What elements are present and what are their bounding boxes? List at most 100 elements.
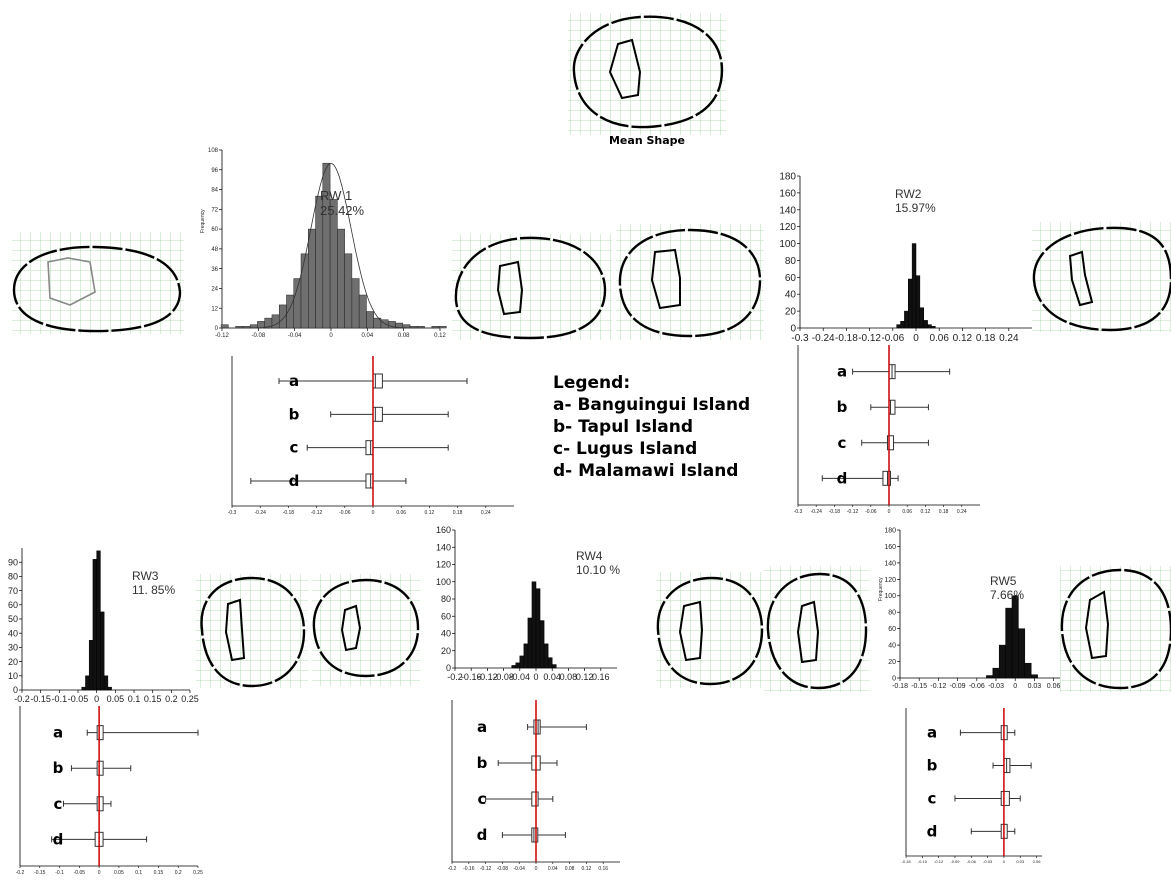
x-tick-label: 0.12 [434, 333, 446, 339]
x-tick-label: 0 [1013, 683, 1017, 690]
histogram-bar [1030, 674, 1038, 679]
boxplot-x-tick-label: 0.15 [154, 870, 164, 876]
boxplot-x-tick-label: -0.06 [339, 510, 351, 516]
boxplot-group-c: c [290, 439, 449, 457]
histogram-bar [81, 686, 86, 691]
legend-item-d: d- Malamawi Island [553, 461, 738, 481]
x-tick-label: -0.04 [288, 333, 302, 339]
y-tick-label: 0 [215, 326, 219, 332]
y-tick-label: 40 [441, 629, 451, 639]
y-tick-label: 60 [211, 227, 218, 233]
x-tick-label: 0.04 [361, 333, 373, 339]
chart-title: RW 1 [320, 188, 352, 203]
histogram-bar [107, 686, 112, 691]
chart-title: RW2 [895, 187, 922, 201]
group-label: d [477, 826, 488, 844]
boxplot-x-tick-label: 0.18 [453, 510, 463, 516]
x-tick-label: -0.04 [510, 672, 531, 682]
y-tick-label: 80 [441, 594, 451, 604]
y-tick-label: 50 [8, 614, 18, 624]
y-tick-label: 0 [13, 685, 18, 695]
iqr-box [1000, 790, 1010, 806]
boxplot-x-tick-label: -0.24 [810, 509, 822, 515]
boxplot-x-tick-label: 0.24 [957, 509, 967, 515]
boxplot-x-tick-label: -0.3 [794, 509, 803, 515]
deformation-grids [12, 222, 1171, 692]
boxplot-group-a: a [53, 724, 199, 742]
rw1-positive-shape-1 [452, 234, 612, 340]
group-label: d [289, 472, 300, 490]
boxplot-x-tick-label: 0.18 [939, 509, 949, 515]
x-tick-label: 0.15 [144, 694, 162, 704]
x-tick-label: 0.08 [398, 333, 410, 339]
histogram-bar [103, 675, 109, 691]
histogram-bar [96, 550, 101, 691]
y-tick-label: 140 [779, 205, 796, 216]
boxplot-group-d: d [821, 469, 899, 487]
histogram-bar [904, 310, 909, 329]
group-label: b [53, 759, 64, 777]
group-label: a [477, 718, 487, 736]
mean-shape-panel: Mean Shape [568, 13, 726, 147]
group-label: b [477, 754, 488, 772]
chart-1: 0 12 24 36 48 60 72 84 96 108 -0.12 -0.08 -0.04 0 0.04… [200, 148, 514, 516]
boxplot-x-tick-label: -0.12 [847, 509, 859, 515]
histogram-bar [543, 643, 549, 669]
group-label: d [927, 822, 938, 840]
histogram-bar [351, 278, 360, 329]
x-tick-label: -0.06 [881, 333, 904, 344]
boxplot-group-a: a [927, 724, 1016, 742]
x-tick-label: 0.2 [165, 694, 178, 704]
x-tick-label: 0.1 [128, 694, 141, 704]
group-label: c [838, 434, 847, 452]
x-tick-label: 0.04 [543, 672, 561, 682]
boxplot-group-c: c [838, 434, 929, 452]
y-tick-label: 96 [211, 168, 218, 174]
group-label: b [837, 398, 848, 416]
histogram-bar [85, 675, 90, 691]
y-tick-label: 30 [8, 643, 18, 653]
group-label: d [53, 830, 64, 848]
iqr-box [372, 373, 383, 389]
chart-subtitle: 7.66% [990, 588, 1024, 602]
y-tick-label: 180 [884, 527, 896, 534]
histogram-bar [931, 326, 936, 329]
boxplot-group-a: a [477, 718, 587, 736]
x-tick-label: 0.12 [576, 672, 594, 682]
boxplot-x-tick-label: -0.3 [228, 510, 237, 516]
y-tick-label: 180 [779, 172, 796, 183]
histogram-bar [539, 620, 545, 669]
rw3-shape-2 [312, 574, 420, 686]
rw3-shape-1 [196, 574, 308, 688]
y-tick-label: 0 [892, 675, 896, 682]
boxplot-x-tick-label: 0 [98, 870, 101, 876]
y-tick-label: 36 [211, 267, 218, 273]
y-tick-label: 120 [779, 222, 796, 233]
x-tick-label: 0 [94, 694, 99, 704]
iqr-box [372, 406, 383, 422]
boxplot-x-tick-label: 0.04 [548, 866, 558, 872]
iqr-box [365, 473, 374, 489]
boxplot-x-tick-label: 0.2 [175, 870, 182, 876]
y-tick-label: 140 [436, 542, 451, 552]
chart-subtitle: 15.97% [895, 201, 936, 215]
histogram-bar [1018, 628, 1026, 679]
histogram-bar [531, 581, 537, 669]
boxplot-x-tick-label: 0 [888, 509, 891, 515]
x-tick-label: 0.18 [976, 333, 996, 344]
x-tick-label: -0.2 [14, 694, 30, 704]
legend-item-c: c- Lugus Island [553, 439, 697, 459]
group-label: c [928, 789, 937, 807]
histogram-bar [100, 611, 105, 691]
x-tick-label: 0 [329, 333, 333, 339]
boxplot-group-b: b [927, 757, 1032, 775]
boxplot-x-tick-label: -0.09 [950, 859, 960, 864]
y-tick-label: 20 [8, 657, 18, 667]
chart-subtitle: 25.42% [320, 203, 365, 218]
rw4-shape-1 [656, 572, 764, 688]
x-tick-label: -0.12 [215, 333, 229, 339]
y-tick-label: 140 [884, 560, 896, 567]
